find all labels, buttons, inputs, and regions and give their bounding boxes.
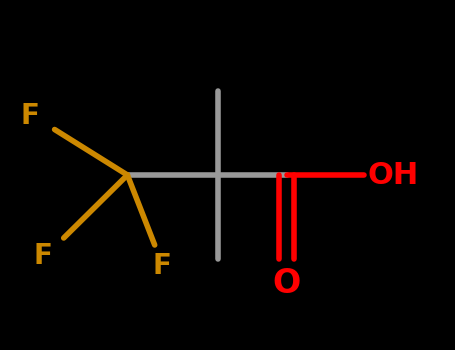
Text: F: F	[34, 241, 53, 270]
Text: F: F	[152, 252, 171, 280]
Text: OH: OH	[368, 161, 419, 189]
Text: F: F	[20, 102, 39, 130]
Text: O: O	[273, 267, 301, 300]
